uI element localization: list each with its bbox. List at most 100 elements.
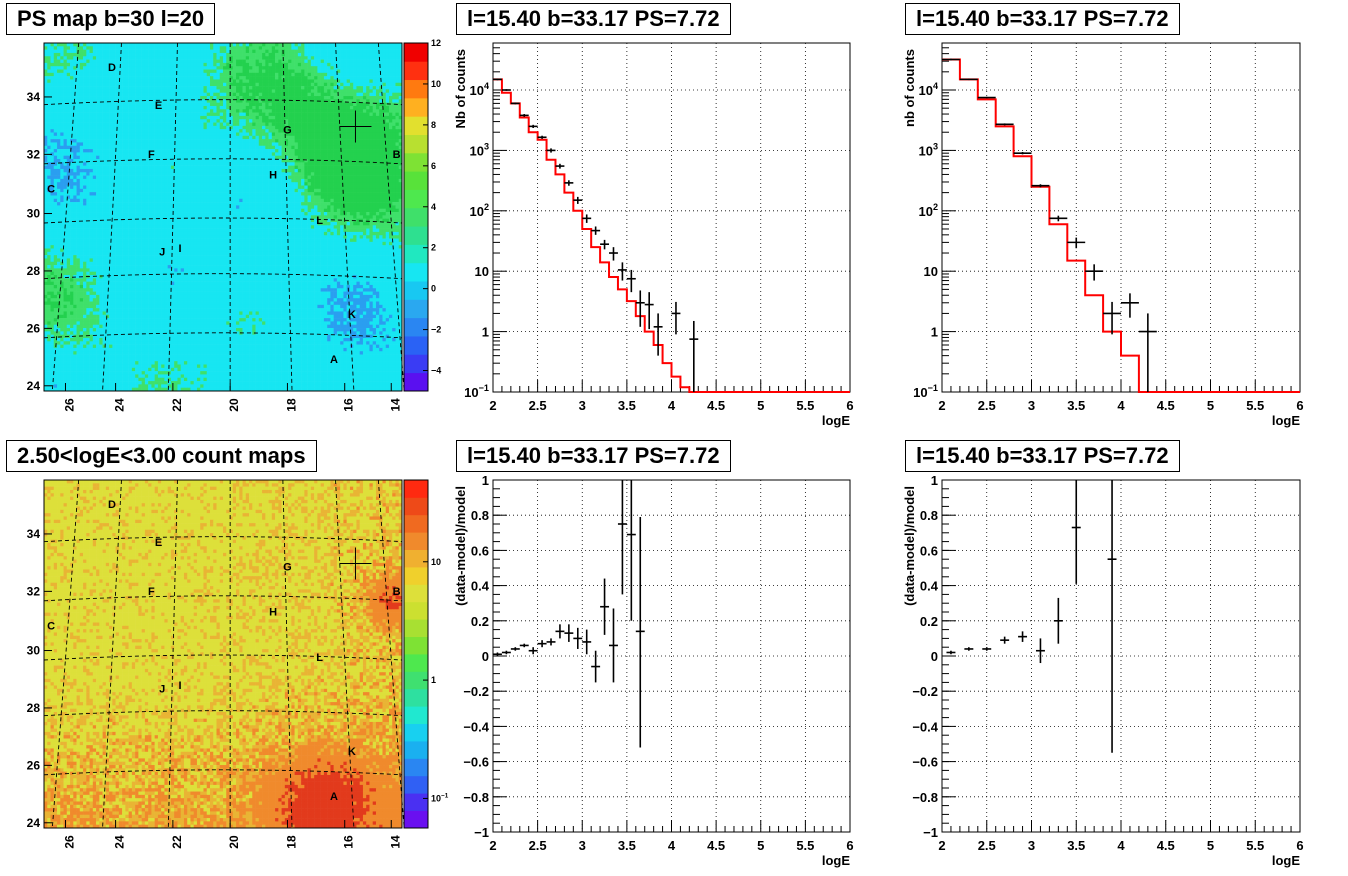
map-color-scale-label: 6 <box>431 161 436 171</box>
map-y-tick-label: 24 <box>27 816 41 830</box>
plot-y-tick-label: 0.6 <box>920 543 938 558</box>
map-y-tick-label: 26 <box>27 758 41 772</box>
map-color-scale-bin <box>404 299 428 319</box>
map-color-scale-bin <box>404 775 428 794</box>
map-grid-meridian <box>102 479 122 829</box>
map-source-label: E <box>155 100 162 112</box>
data-point <box>501 89 511 91</box>
map-color-scale-bin <box>404 514 428 533</box>
model-histogram-line <box>942 58 1300 393</box>
map-color-scale-bin <box>404 723 428 742</box>
map-grid-meridian <box>377 42 405 392</box>
plot-x-tick-label: 3 <box>1028 398 1035 413</box>
map-source-label: F <box>148 586 155 598</box>
data-point <box>635 290 645 327</box>
plot-x-tick-label: 4 <box>668 838 676 853</box>
map-x-tick-label: 20 <box>227 835 241 849</box>
plot-x-tick-label: 4.5 <box>707 838 725 853</box>
data-point <box>537 640 547 648</box>
map-frame <box>43 42 403 392</box>
data-point <box>1103 301 1121 335</box>
map-grid-meridian <box>51 479 80 829</box>
map-y-tick-label: 32 <box>27 147 41 161</box>
map-color-scale-bin <box>404 97 428 117</box>
data-point <box>959 78 978 81</box>
map-color-scale-bin <box>404 207 428 227</box>
map-color-scale-bin <box>404 532 428 550</box>
map-grid-parallel <box>43 273 403 280</box>
map-grid-meridian <box>377 479 405 829</box>
map-cells <box>44 43 403 392</box>
plot-x-tick-label: 4 <box>1117 838 1125 853</box>
plot-y-tick-label: 1 <box>931 325 938 340</box>
plot-y-tick-label: −0.6 <box>912 755 938 770</box>
map-source-label: A <box>330 791 338 803</box>
plot-x-tick-label: 5 <box>1207 398 1214 413</box>
map-grid-meridian <box>282 42 293 392</box>
plot-y-tick-label: 0.8 <box>920 508 938 523</box>
data-point <box>1000 636 1010 644</box>
data-point <box>942 58 960 61</box>
residual-right-title: l=15.40 b=33.17 PS=7.72 <box>905 440 1180 472</box>
map-color-scale: −4 −2 0 2 4 6 8 10 12 <box>403 38 441 392</box>
map-color-scale-bin <box>404 152 428 172</box>
data-point <box>1013 152 1032 155</box>
data-point <box>555 163 565 169</box>
plot-resid_left: 2 2.5 3 3.5 4 4.5 5 5.5 6 −1 −0.8 −0.6 −0.4 −0.2 0 0.2 0… <box>453 473 854 868</box>
map-grid-meridian <box>282 479 293 829</box>
plot-y-tick-label: 0.4 <box>471 579 490 594</box>
map-source-label: K <box>348 309 356 321</box>
map-color-scale-bin <box>404 567 428 585</box>
plot-y-axis-title: Nb of counts <box>453 49 468 128</box>
data-point <box>582 214 592 223</box>
data-point <box>609 608 618 683</box>
plot-x-tick-label: 4.5 <box>1157 398 1175 413</box>
data-point <box>1049 215 1068 222</box>
map-color-scale-bin <box>404 758 428 777</box>
data-point <box>528 124 538 128</box>
map-color-scale-label: 10 <box>431 557 441 567</box>
plot-x-tick-label: 6 <box>1296 838 1303 853</box>
data-point <box>600 239 610 250</box>
data-point <box>1138 313 1157 392</box>
plot-x-axis-title: logE <box>822 853 850 868</box>
map-x-tick-label: 24 <box>113 398 127 412</box>
plot-x-tick-label: 3 <box>1028 838 1035 853</box>
data-point <box>995 123 1014 126</box>
map-grid-parallel <box>43 158 403 165</box>
map-x-tick-label: 20 <box>227 398 241 412</box>
data-point <box>537 135 547 139</box>
plot-x-tick-label: 6 <box>1296 398 1303 413</box>
map-y-tick-label: 34 <box>27 527 41 541</box>
map-source-label: F <box>148 149 155 161</box>
data-point <box>519 643 529 648</box>
spectrum-left-title: l=15.40 b=33.17 PS=7.72 <box>456 3 731 35</box>
data-point <box>689 320 699 392</box>
plot-x-axis-title: logE <box>1272 413 1300 428</box>
map-color-scale-bin <box>404 706 428 724</box>
map-source-label: C <box>47 184 55 196</box>
map-grid-parallel <box>43 769 403 776</box>
map-source-label: D <box>108 499 116 511</box>
plot-x-tick-label: 6 <box>846 838 853 853</box>
plot-x-tick-label: 5 <box>757 838 764 853</box>
plot-y-tick-label: 1 <box>931 473 938 488</box>
data-point <box>626 269 636 293</box>
map-color-scale-bin <box>404 354 428 374</box>
plot-x-tick-label: 6 <box>846 398 853 413</box>
map-color-scale-bin <box>404 671 428 690</box>
plot-x-tick-label: 3.5 <box>618 838 636 853</box>
map-color-scale-bin <box>404 497 428 516</box>
map-x-tick-label: 18 <box>284 398 298 412</box>
map-coordinate-grid <box>43 42 405 392</box>
map-top-title: PS map b=30 l=20 <box>6 3 216 35</box>
data-point <box>573 627 583 649</box>
data-point <box>653 313 663 356</box>
map-color-scale-bin <box>404 79 428 99</box>
map-source-label: B <box>393 586 401 598</box>
map-grid-parallel <box>43 217 403 224</box>
map-y-tick-label: 32 <box>27 584 41 598</box>
map-color-scale-bin <box>404 793 428 811</box>
map-y-tick-label: 24 <box>27 379 41 393</box>
